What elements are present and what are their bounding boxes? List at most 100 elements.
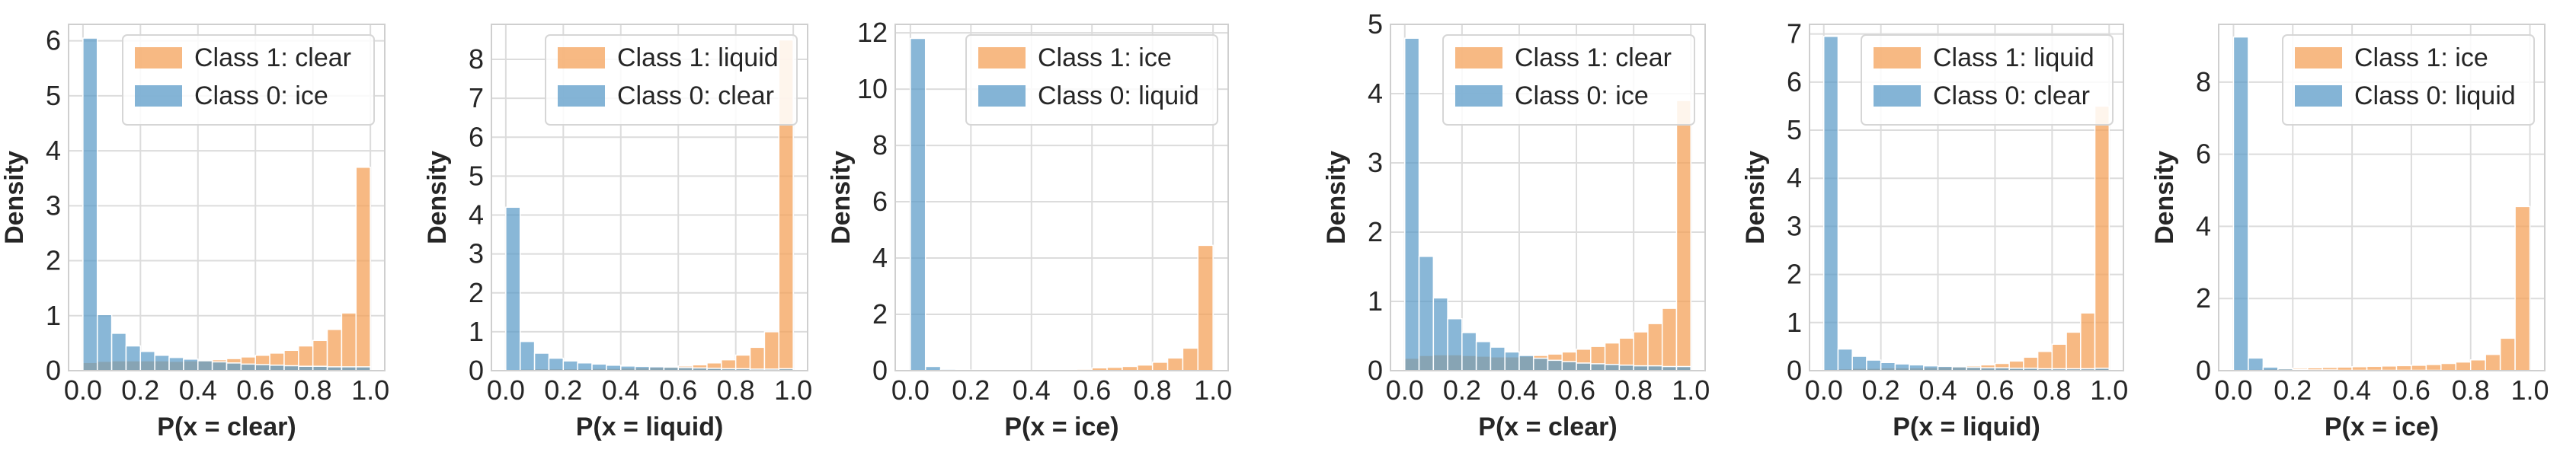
legend-box (965, 34, 1218, 126)
legend-label: Class 1: ice (1038, 43, 1172, 72)
bar-class1 (1647, 323, 1663, 371)
y-tick-label: 4 (469, 199, 484, 231)
legend: Class 1: clear Class 0: ice (1442, 34, 1695, 126)
x-tick-label: 0.0 (891, 374, 930, 406)
bar-class0 (1880, 362, 1896, 371)
legend-label: Class 1: ice (2354, 43, 2488, 72)
bar-class1 (1166, 357, 1184, 371)
y-tick-label: 7 (1787, 18, 1802, 49)
bar-class0 (910, 37, 926, 371)
chart-panel-2: 0.0 0.2 0.4 0.6 0.8 1.0 0 1 2 3 4 5 6 7 8 P(x = liquid)… (423, 24, 812, 441)
y-tick-label: 0 (1368, 355, 1383, 386)
y-tick-label: 4 (2196, 210, 2211, 241)
bar-class1 (763, 331, 780, 371)
y-tick-label: 6 (872, 186, 888, 217)
x-tick-label: 0.6 (1073, 374, 1111, 406)
bar-class0 (1590, 363, 1606, 371)
x-tick-label: 1.0 (774, 374, 812, 406)
y-tick-label: 6 (469, 121, 484, 152)
x-tick-label: 0.0 (64, 374, 102, 406)
bar-class0 (505, 206, 521, 371)
x-tick-label: 0.4 (602, 374, 640, 406)
legend: Class 1: liquid Class 0: clear (545, 34, 798, 126)
bar-class1 (1182, 347, 1199, 371)
bar-class0 (269, 365, 285, 371)
x-axis-label: P(x = ice) (2325, 413, 2439, 441)
y-tick-label: 3 (1368, 147, 1383, 178)
bar-class0 (226, 362, 242, 371)
bar-class0 (110, 333, 127, 371)
chart-panel-4: 0.0 0.2 0.4 0.6 0.8 1.0 0 1 2 3 4 5 P(x = clear) Dens… (1322, 8, 1710, 441)
y-tick-label: 4 (1787, 162, 1802, 193)
x-tick-label: 0.8 (2452, 374, 2490, 406)
x-tick-label: 0.6 (1976, 374, 2014, 406)
bar-class0 (1561, 361, 1577, 371)
bar-class0 (254, 364, 270, 371)
bar-class0 (1822, 36, 1839, 371)
legend-label: Class 0: clear (617, 81, 774, 110)
x-tick-label: 0.8 (294, 374, 332, 406)
y-tick-label: 1 (1368, 285, 1383, 317)
y-tick-label: 3 (1787, 210, 1802, 241)
bar-class0 (2232, 36, 2249, 371)
bar-class0 (1404, 37, 1420, 371)
y-tick-label: 2 (1787, 259, 1802, 290)
bar-class0 (1432, 297, 1448, 371)
bar-class1 (2037, 350, 2053, 371)
legend-label: Class 0: ice (194, 81, 328, 110)
y-tick-label: 8 (469, 43, 484, 75)
bar-class0 (548, 357, 565, 371)
x-tick-label: 0.4 (179, 374, 217, 406)
bar-class1 (2440, 362, 2457, 371)
bar-class1 (2469, 359, 2486, 371)
legend-swatch (1455, 85, 1502, 107)
y-tick-label: 12 (857, 17, 888, 48)
y-tick-label: 7 (469, 82, 484, 113)
x-tick-label: 0.2 (952, 374, 990, 406)
x-tick-label: 1.0 (1672, 374, 1710, 406)
y-tick-label: 4 (1368, 78, 1383, 109)
plot-frame (2218, 24, 2546, 371)
bar-class0 (1618, 364, 1634, 371)
x-tick-label: 0.6 (236, 374, 274, 406)
x-tick-label: 0.2 (544, 374, 582, 406)
y-tick-label: 0 (872, 355, 888, 386)
bar-class0 (606, 365, 622, 371)
bar-class1 (1197, 244, 1214, 371)
legend-swatch (1874, 85, 1921, 107)
y-tick-label: 2 (1368, 216, 1383, 247)
y-tick-label: 1 (1787, 307, 1802, 338)
y-tick-label: 2 (469, 277, 484, 308)
y-axis-label: Density (827, 151, 856, 244)
legend: Class 1: ice Class 0: liquid (965, 34, 1218, 126)
bar-class0 (197, 360, 213, 371)
y-tick-label: 3 (46, 190, 61, 221)
x-axis-label: P(x = clear) (157, 413, 296, 441)
x-tick-label: 1.0 (2511, 374, 2549, 406)
y-axis-label: Density (1741, 151, 1770, 244)
y-tick-label: 5 (1368, 8, 1383, 40)
legend-label: Class 1: clear (1515, 43, 1672, 72)
legend-box (122, 34, 375, 126)
bar-class0 (240, 363, 256, 371)
chart-panel-6: 0.0 0.2 0.4 0.6 0.8 1.0 0 2 4 6 8 P(x = ice) Density… (2150, 24, 2549, 441)
bar-class0 (96, 314, 113, 371)
legend-swatch (978, 85, 1026, 107)
bar-class0 (562, 360, 578, 371)
x-tick-label: 0.4 (1919, 374, 1957, 406)
bar-class1 (355, 167, 371, 371)
legend-box (545, 34, 798, 126)
plot-frame (491, 24, 808, 371)
x-axis-label: P(x = ice) (1004, 413, 1118, 441)
legend-label: Class 0: liquid (1038, 81, 1199, 110)
x-tick-label: 0.6 (2392, 374, 2430, 406)
legend-label: Class 1: liquid (1933, 43, 2094, 72)
legend-box (2282, 34, 2535, 126)
y-tick-label: 5 (469, 160, 484, 191)
bar-class0 (1504, 351, 1520, 371)
y-tick-label: 1 (46, 300, 61, 331)
bar-class0 (1866, 359, 1882, 371)
x-axis-label: P(x = liquid) (1893, 413, 2040, 441)
x-tick-label: 1.0 (1194, 374, 1232, 406)
y-tick-label: 6 (2196, 139, 2211, 170)
